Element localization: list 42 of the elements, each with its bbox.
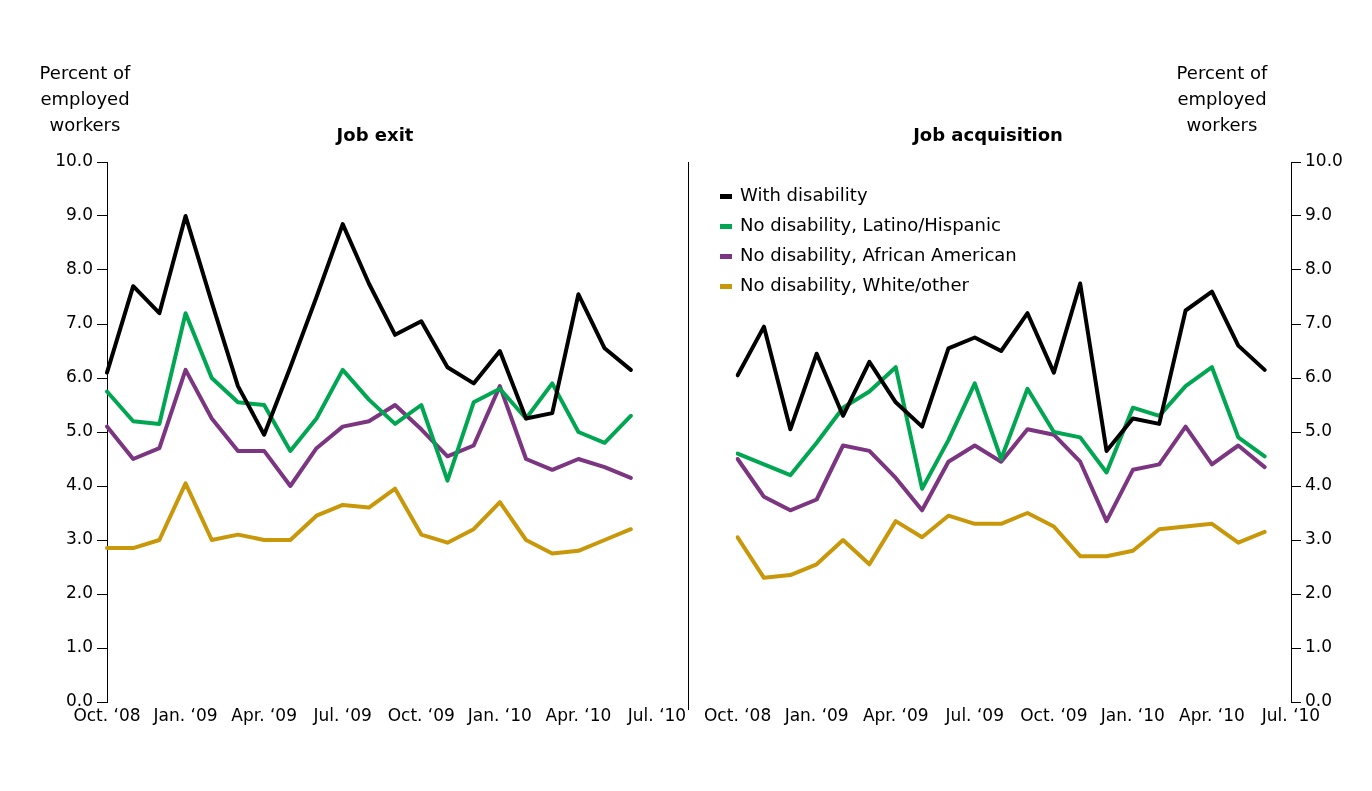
y-tick-label: 7.0 [1305,312,1333,333]
y-axis-title: Percent of employed workers [1175,61,1269,137]
y-tick-label: 5.0 [1305,420,1333,441]
x-tick-label: Apr. ‘09 [231,704,297,725]
x-tick-label: Apr. ‘10 [545,704,612,725]
y-tick-label: 6.0 [1305,366,1333,387]
y-tick-label: 7.0 [65,312,93,333]
y-axis-title: Percent of employed workers [38,61,132,137]
y-tick-label: 8.0 [65,258,93,279]
x-tick-label: Jan. ‘09 [783,704,849,725]
x-tick-label: Apr. ‘09 [862,704,929,725]
x-tick-label: Oct. ‘09 [387,704,455,725]
x-tick-label: Jan. ‘09 [152,704,218,725]
x-tick-label: Jul. ‘10 [626,704,687,725]
y-tick-label: 8.0 [1305,258,1333,279]
chart-title: Job exit [334,124,415,145]
x-tick-label: Jul. ‘09 [312,704,372,725]
y-tick-label: 2.0 [1305,582,1333,603]
y-tick-label: 9.0 [65,204,93,225]
y-tick-label: 10.0 [1305,150,1343,171]
y-tick-label: 2.0 [65,582,93,603]
y-tick-label: 4.0 [65,474,93,495]
chart-title: Job acquisition [911,124,1064,145]
y-tick-label: 5.0 [65,420,93,441]
x-tick-label: Jan. ‘10 [1099,704,1165,725]
y-tick-label: 1.0 [1305,636,1333,657]
y-tick-label: 3.0 [1305,528,1333,549]
x-tick-label: Jan. ‘10 [466,704,532,725]
x-tick-label: Jul. ‘09 [944,704,1004,725]
legend-label: No disability, Latino/Hispanic [740,214,1001,235]
y-tick-label: 10.0 [55,150,93,171]
legend-label: No disability, African American [740,244,1017,265]
y-tick-label: 1.0 [65,636,93,657]
x-tick-label: Oct. ‘08 [703,704,772,725]
legend-label: With disability [740,184,868,205]
y-tick-label: 3.0 [65,528,93,549]
legend-label: No disability, White/other [740,274,969,295]
x-tick-label: Oct. ‘09 [1020,704,1088,725]
x-tick-label: Apr. ‘10 [1179,704,1245,725]
y-tick-label: 4.0 [1305,474,1333,495]
y-tick-label: 9.0 [1305,204,1333,225]
y-tick-label: 6.0 [65,366,93,387]
